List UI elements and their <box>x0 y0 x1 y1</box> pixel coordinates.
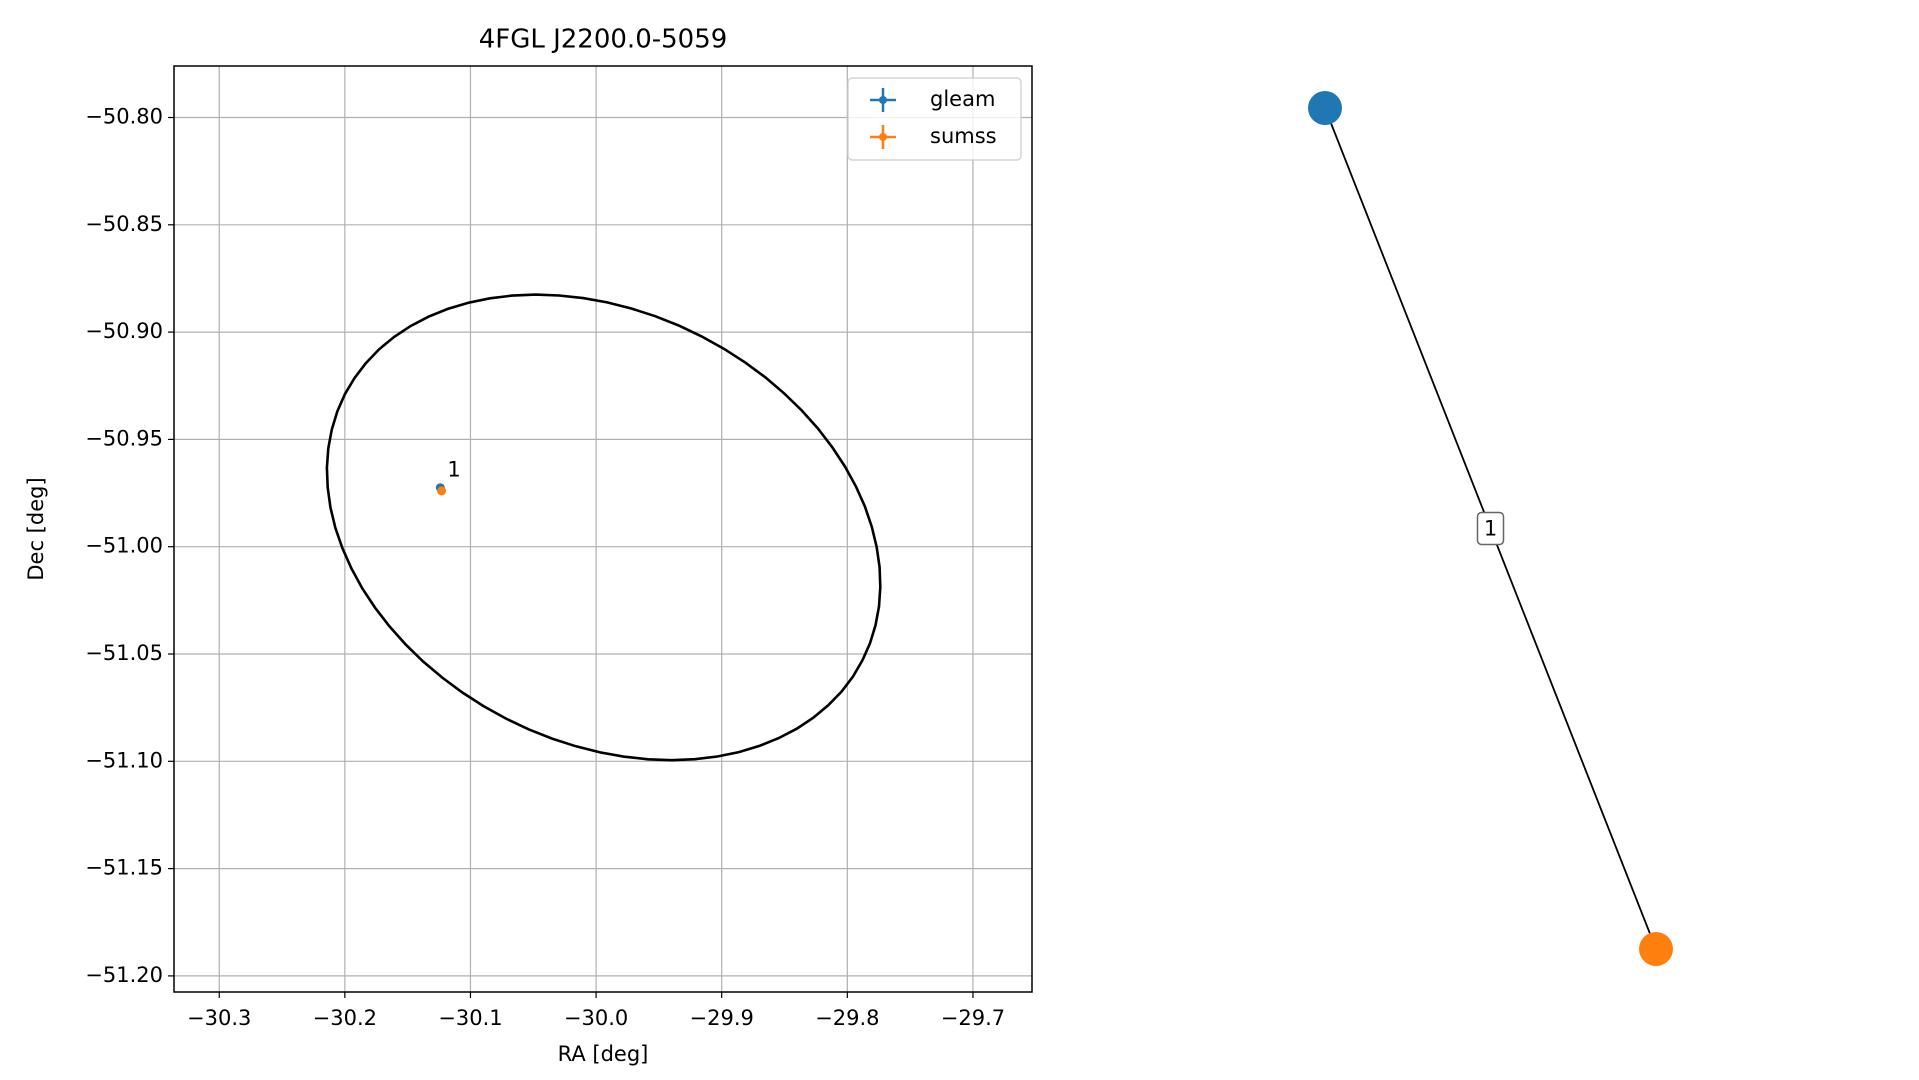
y-tick-label: −51.05 <box>85 641 163 665</box>
error-ellipse <box>325 293 882 762</box>
y-tick-label: −51.10 <box>85 748 163 772</box>
chart-title: 4FGL J2200.0-5059 <box>479 25 728 55</box>
edge-label: 1 <box>1484 517 1497 541</box>
legend-box <box>847 77 1022 161</box>
legend-label: sumss <box>930 124 997 148</box>
legend-icon <box>879 133 887 141</box>
node <box>1639 932 1673 966</box>
x-tick-label: −30.3 <box>187 1006 251 1030</box>
x-tick-label: −30.0 <box>564 1006 628 1030</box>
y-tick-label: −51.00 <box>85 534 163 558</box>
data-point <box>437 486 447 496</box>
node <box>1308 91 1342 125</box>
y-tick-label: −50.95 <box>85 426 163 450</box>
plot-frame <box>173 65 1033 993</box>
legend-icon <box>879 96 887 104</box>
y-tick-label: −51.20 <box>85 963 163 987</box>
x-tick-label: −30.1 <box>438 1006 502 1030</box>
y-axis-label: Dec [deg] <box>24 477 48 580</box>
x-tick-label: −30.2 <box>313 1006 377 1030</box>
point-annotation: 1 <box>447 458 460 482</box>
y-tick-label: −51.15 <box>85 856 163 880</box>
x-tick-label: −29.7 <box>941 1006 1005 1030</box>
edge-label-box <box>1476 511 1505 546</box>
x-tick-label: −29.9 <box>690 1006 754 1030</box>
y-tick-label: −50.90 <box>85 319 163 343</box>
legend-label: gleam <box>930 87 995 111</box>
x-tick-label: −29.8 <box>815 1006 879 1030</box>
x-axis-label: RA [deg] <box>558 1042 649 1066</box>
y-tick-label: −50.80 <box>85 105 163 129</box>
y-tick-label: −50.85 <box>85 212 163 236</box>
